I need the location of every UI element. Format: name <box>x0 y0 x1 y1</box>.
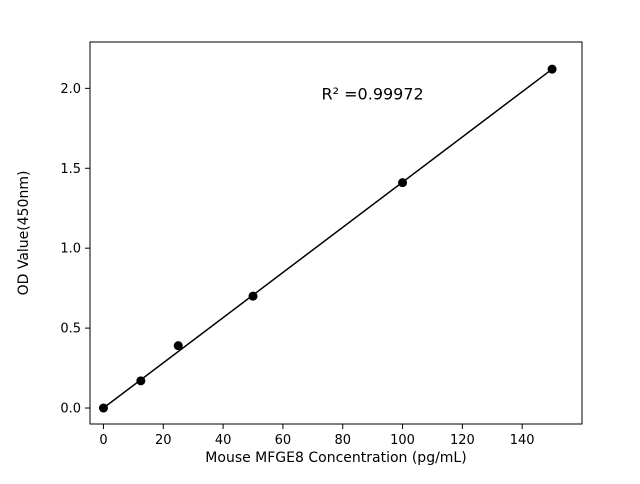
x-tick-label: 40 <box>215 433 232 448</box>
y-tick-label: 1.5 <box>60 162 81 177</box>
data-point <box>98 403 108 413</box>
x-axis-label: Mouse MFGE8 Concentration (pg/mL) <box>205 450 466 466</box>
data-point <box>136 376 146 386</box>
data-point <box>547 64 557 74</box>
r-squared-annotation: R² =0.99972 <box>322 85 424 104</box>
x-tick-label: 140 <box>510 433 535 448</box>
x-tick-label: 20 <box>155 433 172 448</box>
y-tick-label: 0.0 <box>60 402 81 417</box>
x-tick-label: 120 <box>450 433 475 448</box>
y-tick-label: 2.0 <box>60 82 81 97</box>
y-tick-label: 1.0 <box>60 242 81 257</box>
fit-line <box>103 68 553 409</box>
x-tick-label: 100 <box>390 433 415 448</box>
x-tick-label: 60 <box>275 433 292 448</box>
data-point <box>173 341 183 351</box>
x-tick-label: 80 <box>334 433 351 448</box>
data-point <box>248 291 258 301</box>
y-axis-label: OD Value(450nm) <box>16 171 32 296</box>
plot-border <box>89 41 583 425</box>
plot-frame <box>89 41 583 425</box>
data-point <box>398 178 408 188</box>
axis-ticks: 0 20 40 60 80 100 120 140 0.0 0.5 1.0 1.5 2.0 <box>60 82 534 448</box>
x-tick-label: 0 <box>99 433 107 448</box>
y-tick-label: 0.5 <box>60 322 81 337</box>
data-series <box>98 64 557 413</box>
